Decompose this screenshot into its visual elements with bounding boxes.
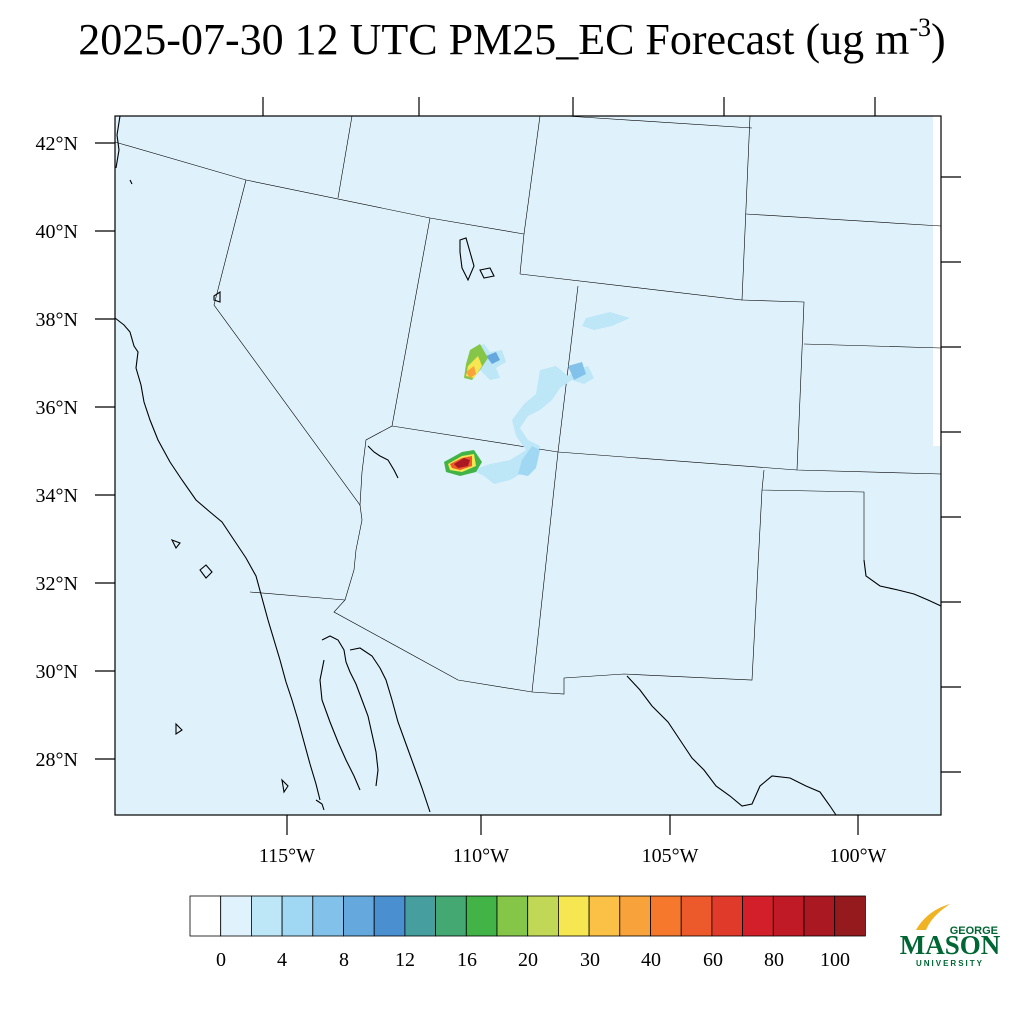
colorbar-tick-label: 12 bbox=[395, 949, 415, 971]
lon-label: 105°W bbox=[642, 845, 699, 867]
colorbar-swatch bbox=[404, 895, 436, 937]
longitude-labels: 115°W 110°W 105°W 100°W bbox=[259, 845, 887, 867]
colorbar-tick-label: 4 bbox=[277, 949, 287, 971]
colorbar-swatch bbox=[711, 895, 744, 937]
colorbar-labels: 0 4 8 12 16 20 30 40 60 80 100 bbox=[216, 949, 850, 971]
lat-label: 28°N bbox=[36, 749, 78, 771]
colorbar-swatch bbox=[834, 895, 866, 937]
lat-label: 38°N bbox=[36, 309, 78, 331]
university-logo: GEORGE MASON UNIVERSITY bbox=[900, 904, 1001, 968]
colorbar-tick-label: 20 bbox=[518, 949, 538, 971]
colorbar-tick-label: 80 bbox=[764, 949, 784, 971]
map-ticks bbox=[95, 97, 961, 835]
colorbar-tick-label: 100 bbox=[820, 949, 850, 971]
colorbar-swatch bbox=[189, 895, 222, 937]
colorbar-tick-label: 60 bbox=[703, 949, 723, 971]
lon-label: 115°W bbox=[259, 845, 315, 867]
colorbar-swatch bbox=[650, 895, 682, 937]
logo-flame-icon bbox=[916, 904, 950, 930]
title-main: 2025-07-30 12 UTC PM25_EC Forecast (ug m bbox=[78, 15, 910, 64]
colorbar-swatch bbox=[619, 895, 651, 937]
lat-label: 30°N bbox=[36, 661, 78, 683]
colorbar-swatch bbox=[680, 895, 713, 937]
colorbar-swatch bbox=[772, 895, 805, 937]
lat-label: 32°N bbox=[36, 573, 78, 595]
colorbar bbox=[189, 895, 866, 937]
title-close: ) bbox=[931, 15, 946, 64]
latitude-labels: 42°N 40°N 38°N 36°N 34°N 32°N 30°N 28°N bbox=[36, 133, 78, 771]
lon-label: 100°W bbox=[830, 845, 887, 867]
colorbar-tick-label: 8 bbox=[339, 949, 349, 971]
lat-label: 40°N bbox=[36, 221, 78, 243]
lon-label: 110°W bbox=[453, 845, 509, 867]
colorbar-swatch bbox=[220, 895, 252, 937]
colorbar-swatch bbox=[558, 895, 590, 937]
logo-line1: GEORGE bbox=[950, 925, 998, 937]
logo-line3: UNIVERSITY bbox=[916, 959, 984, 968]
colorbar-swatch bbox=[803, 895, 836, 937]
colorbar-swatch bbox=[588, 895, 621, 937]
map-no-data-strip bbox=[933, 116, 941, 446]
colorbar-swatch bbox=[312, 895, 344, 937]
colorbar-swatch bbox=[435, 895, 467, 937]
colorbar-tick-label: 40 bbox=[641, 949, 661, 971]
colorbar-swatch bbox=[373, 895, 406, 937]
colorbar-swatch bbox=[465, 895, 498, 937]
colorbar-swatch bbox=[496, 895, 529, 937]
lat-label: 34°N bbox=[36, 485, 78, 507]
colorbar-swatch bbox=[343, 895, 375, 937]
colorbar-tick-label: 0 bbox=[216, 949, 226, 971]
colorbar-swatch bbox=[250, 895, 283, 937]
state-boundaries bbox=[114, 115, 942, 695]
colorbar-tick-label: 16 bbox=[457, 949, 477, 971]
pm25-plumes bbox=[444, 312, 630, 484]
colorbar-swatch bbox=[527, 895, 559, 937]
lat-label: 36°N bbox=[36, 397, 78, 419]
colorbar-swatch bbox=[281, 895, 314, 937]
colorbar-swatch bbox=[742, 895, 774, 937]
coastline bbox=[114, 115, 942, 816]
colorbar-tick-label: 30 bbox=[580, 949, 600, 971]
lat-label: 42°N bbox=[36, 133, 78, 155]
logo-line2: MASON bbox=[900, 930, 1001, 960]
map-frame bbox=[114, 115, 942, 816]
chart-title: 2025-07-30 12 UTC PM25_EC Forecast (ug m… bbox=[0, 13, 1024, 65]
title-exponent: -3 bbox=[909, 13, 932, 43]
